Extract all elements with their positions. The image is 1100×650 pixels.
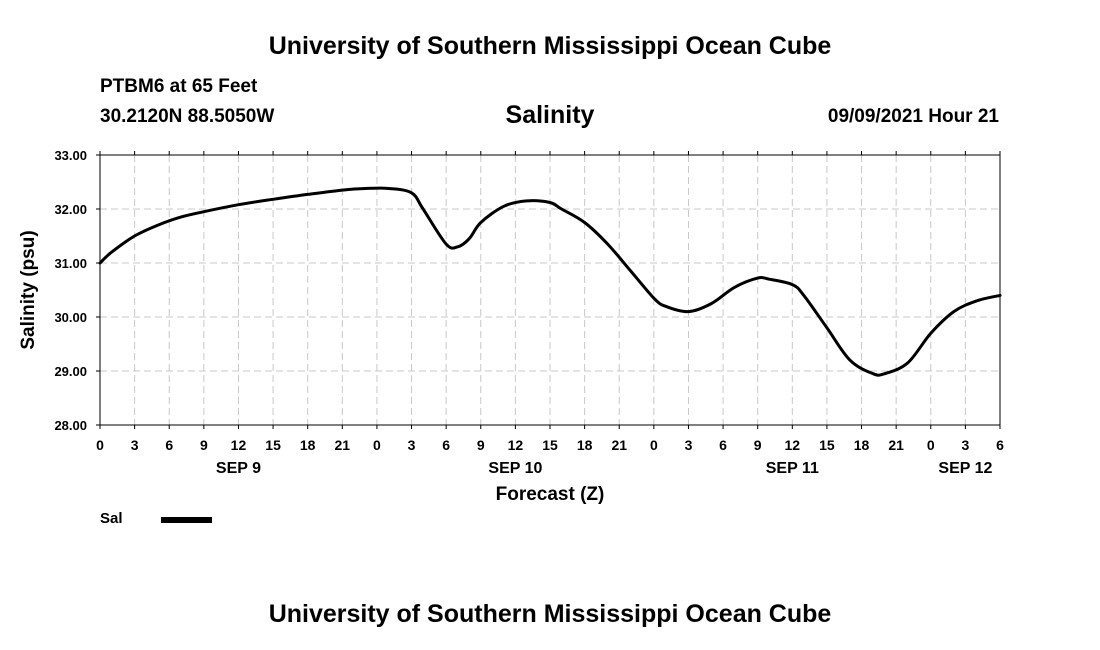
- y-tick-label: 33.00: [54, 148, 87, 163]
- x-tick-label: 21: [335, 437, 351, 453]
- x-tick-label: 6: [719, 437, 727, 453]
- x-tick-label: 18: [577, 437, 593, 453]
- chart-title: University of Southern Mississippi Ocean…: [268, 32, 832, 60]
- x-axis-label: Forecast (Z): [496, 484, 605, 505]
- x-tick-label: 9: [200, 437, 208, 453]
- y-tick-label: 30.00: [54, 310, 87, 325]
- legend-swatch: [161, 517, 212, 523]
- x-tick-label: 3: [685, 437, 693, 453]
- legend-label: Sal: [100, 510, 123, 527]
- x-tick-label: 12: [231, 437, 247, 453]
- x-tick-label: 12: [508, 437, 524, 453]
- series-line-sal: [98, 186, 1002, 377]
- x-tick-label: 18: [854, 437, 870, 453]
- x-tick-label: 15: [819, 437, 835, 453]
- station-label: PTBM6 at 65 Feet: [100, 76, 258, 97]
- axes: 28.00 29.00 30.00 31.00 32.00 33.00 0 3 6 9 12 15 18…: [54, 148, 1004, 477]
- y-tick-label: 29.00: [54, 364, 87, 379]
- x-tick-label: 9: [477, 437, 485, 453]
- day-label: SEP 10: [488, 460, 542, 477]
- x-tick-label: 0: [373, 437, 381, 453]
- x-tick-label: 18: [300, 437, 316, 453]
- day-label: SEP 12: [938, 460, 992, 477]
- x-tick-label: 0: [927, 437, 935, 453]
- x-tick-label: 6: [996, 437, 1004, 453]
- footer-title: University of Southern Mississippi Ocean…: [268, 600, 832, 628]
- x-tick-label: 0: [650, 437, 658, 453]
- x-tick-label: 12: [785, 437, 801, 453]
- y-tick-label: 31.00: [54, 256, 87, 271]
- x-tick-label: 3: [408, 437, 416, 453]
- grid-lines: [100, 155, 1000, 425]
- day-label: SEP 9: [216, 460, 261, 477]
- x-tick-label: 6: [165, 437, 173, 453]
- x-tick-label: 15: [542, 437, 558, 453]
- x-tick-label: 0: [96, 437, 104, 453]
- x-tick-label: 15: [265, 437, 281, 453]
- x-tick-label: 21: [611, 437, 627, 453]
- x-tick-label: 9: [754, 437, 762, 453]
- x-tick-label: 3: [961, 437, 969, 453]
- day-label: SEP 11: [766, 460, 819, 477]
- variable-title: Salinity: [505, 101, 595, 129]
- y-tick-label: 32.00: [54, 202, 87, 217]
- coordinates-label: 30.2120N 88.5050W: [100, 106, 275, 127]
- x-tick-label: 3: [131, 437, 139, 453]
- forecast-timestamp: 09/09/2021 Hour 21: [827, 106, 999, 127]
- y-tick-label: 28.00: [54, 418, 87, 433]
- x-tick-label: 6: [442, 437, 450, 453]
- x-tick-label: 21: [888, 437, 904, 453]
- y-axis-label: Salinity (psu): [18, 230, 39, 349]
